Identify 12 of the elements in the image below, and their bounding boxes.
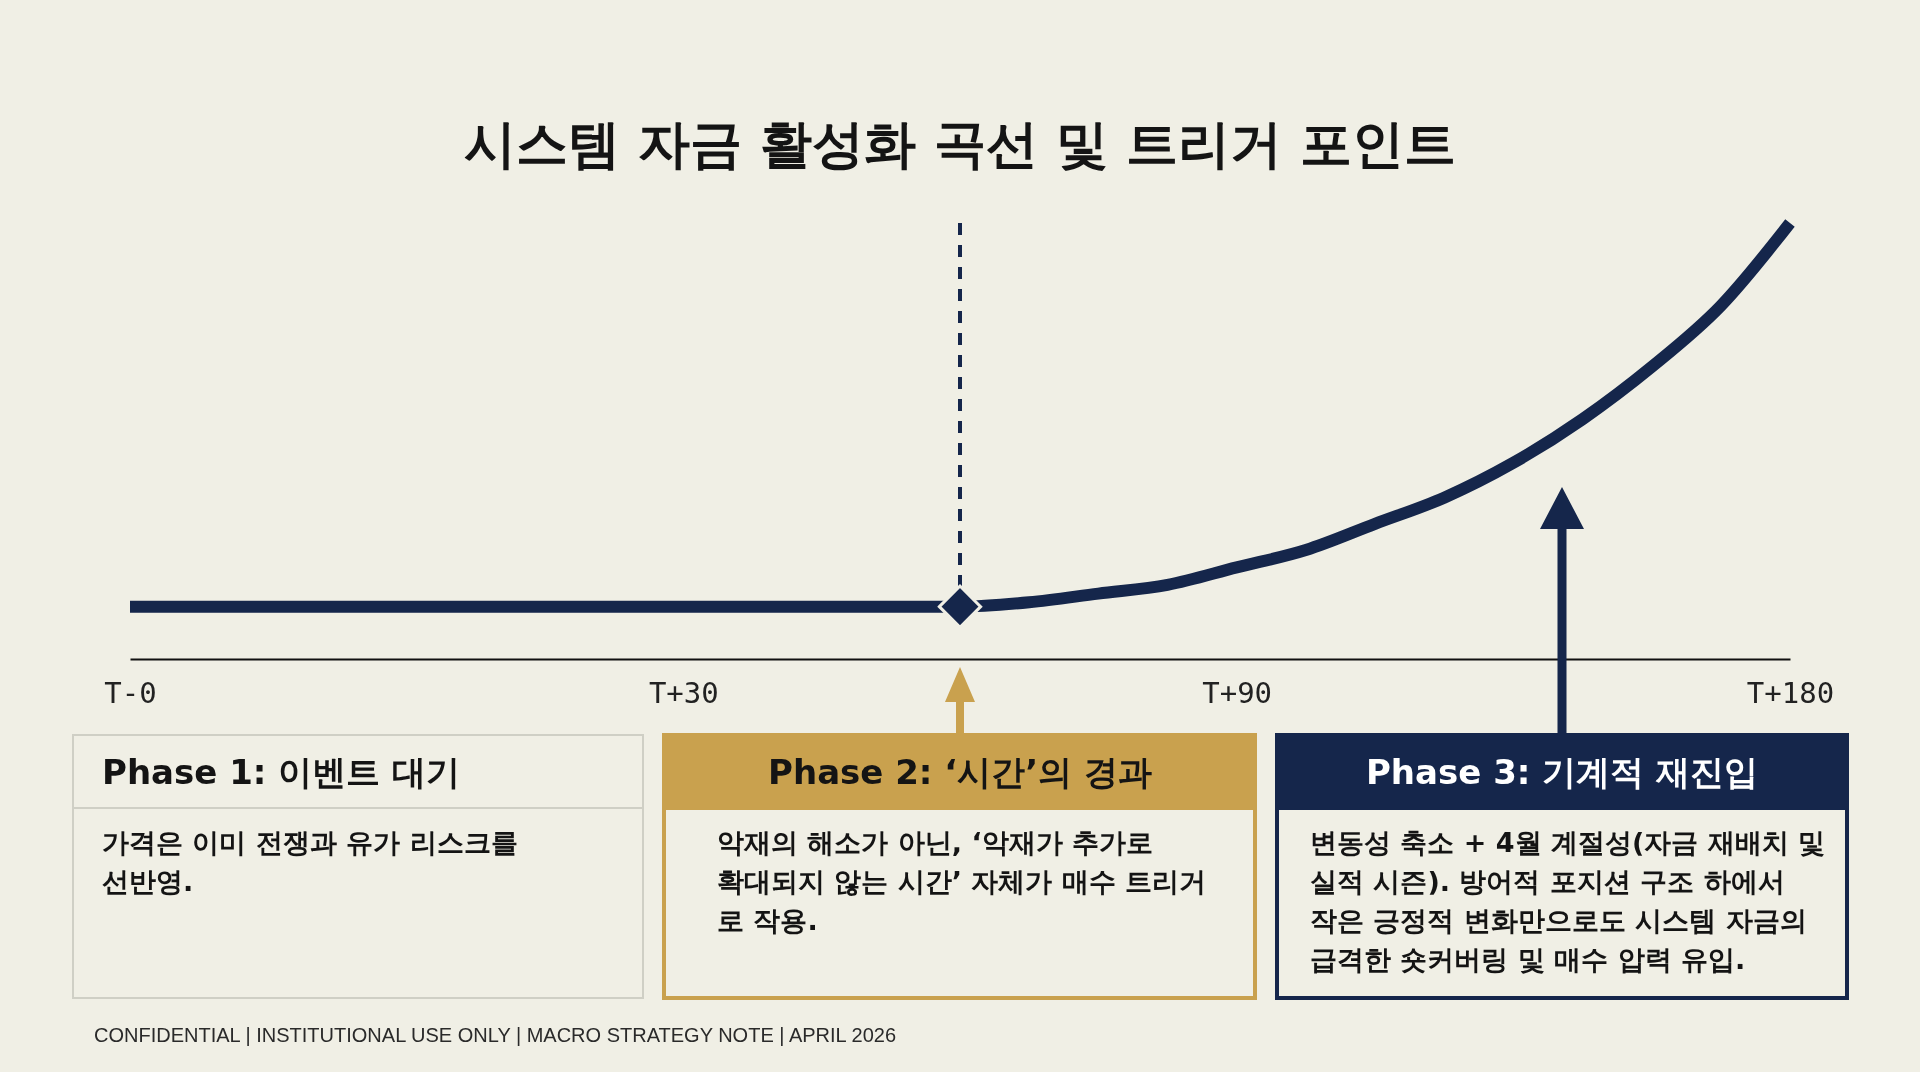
x-tick-label: T+90 xyxy=(1202,675,1273,710)
x-tick-label: T+180 xyxy=(1746,675,1835,710)
chart-title: 시스템 자금 활성화 곡선 및 트리거 포인트 xyxy=(463,114,1457,174)
text: Phase 1: 이벤트 대기 xyxy=(102,751,461,792)
text: 악재의 해소가 아닌, ‘악재가 추가로 확대되지 않는 시간’ 자체가 매수 트리거 로 작용. xyxy=(717,827,1207,936)
text: 가격은 이미 전쟁과 유가 리스크를 선반영. xyxy=(102,827,518,897)
text: 변동성 축소 + 4월 계절성(자금 재배치 및 실적 시즌). 방어적 포지션 구조 하에서 작은 긍정적 변화만으로도 시스템 자금의 급격한 숏커버링 및 매수 압력 유입. xyxy=(1310,827,1826,975)
text: Phase 3: 기계적 재진입 xyxy=(1365,751,1759,792)
x-tick-label: T+30 xyxy=(648,675,719,710)
x-tick-label: T-0 xyxy=(104,675,157,710)
text: Phase 2: ‘시간’의 경과 xyxy=(768,751,1152,792)
text: CONFIDENTIAL | INSTITUTIONAL USE ONLY | MACRO STRATEGY NOTE | APRIL 2026 xyxy=(94,1024,897,1046)
